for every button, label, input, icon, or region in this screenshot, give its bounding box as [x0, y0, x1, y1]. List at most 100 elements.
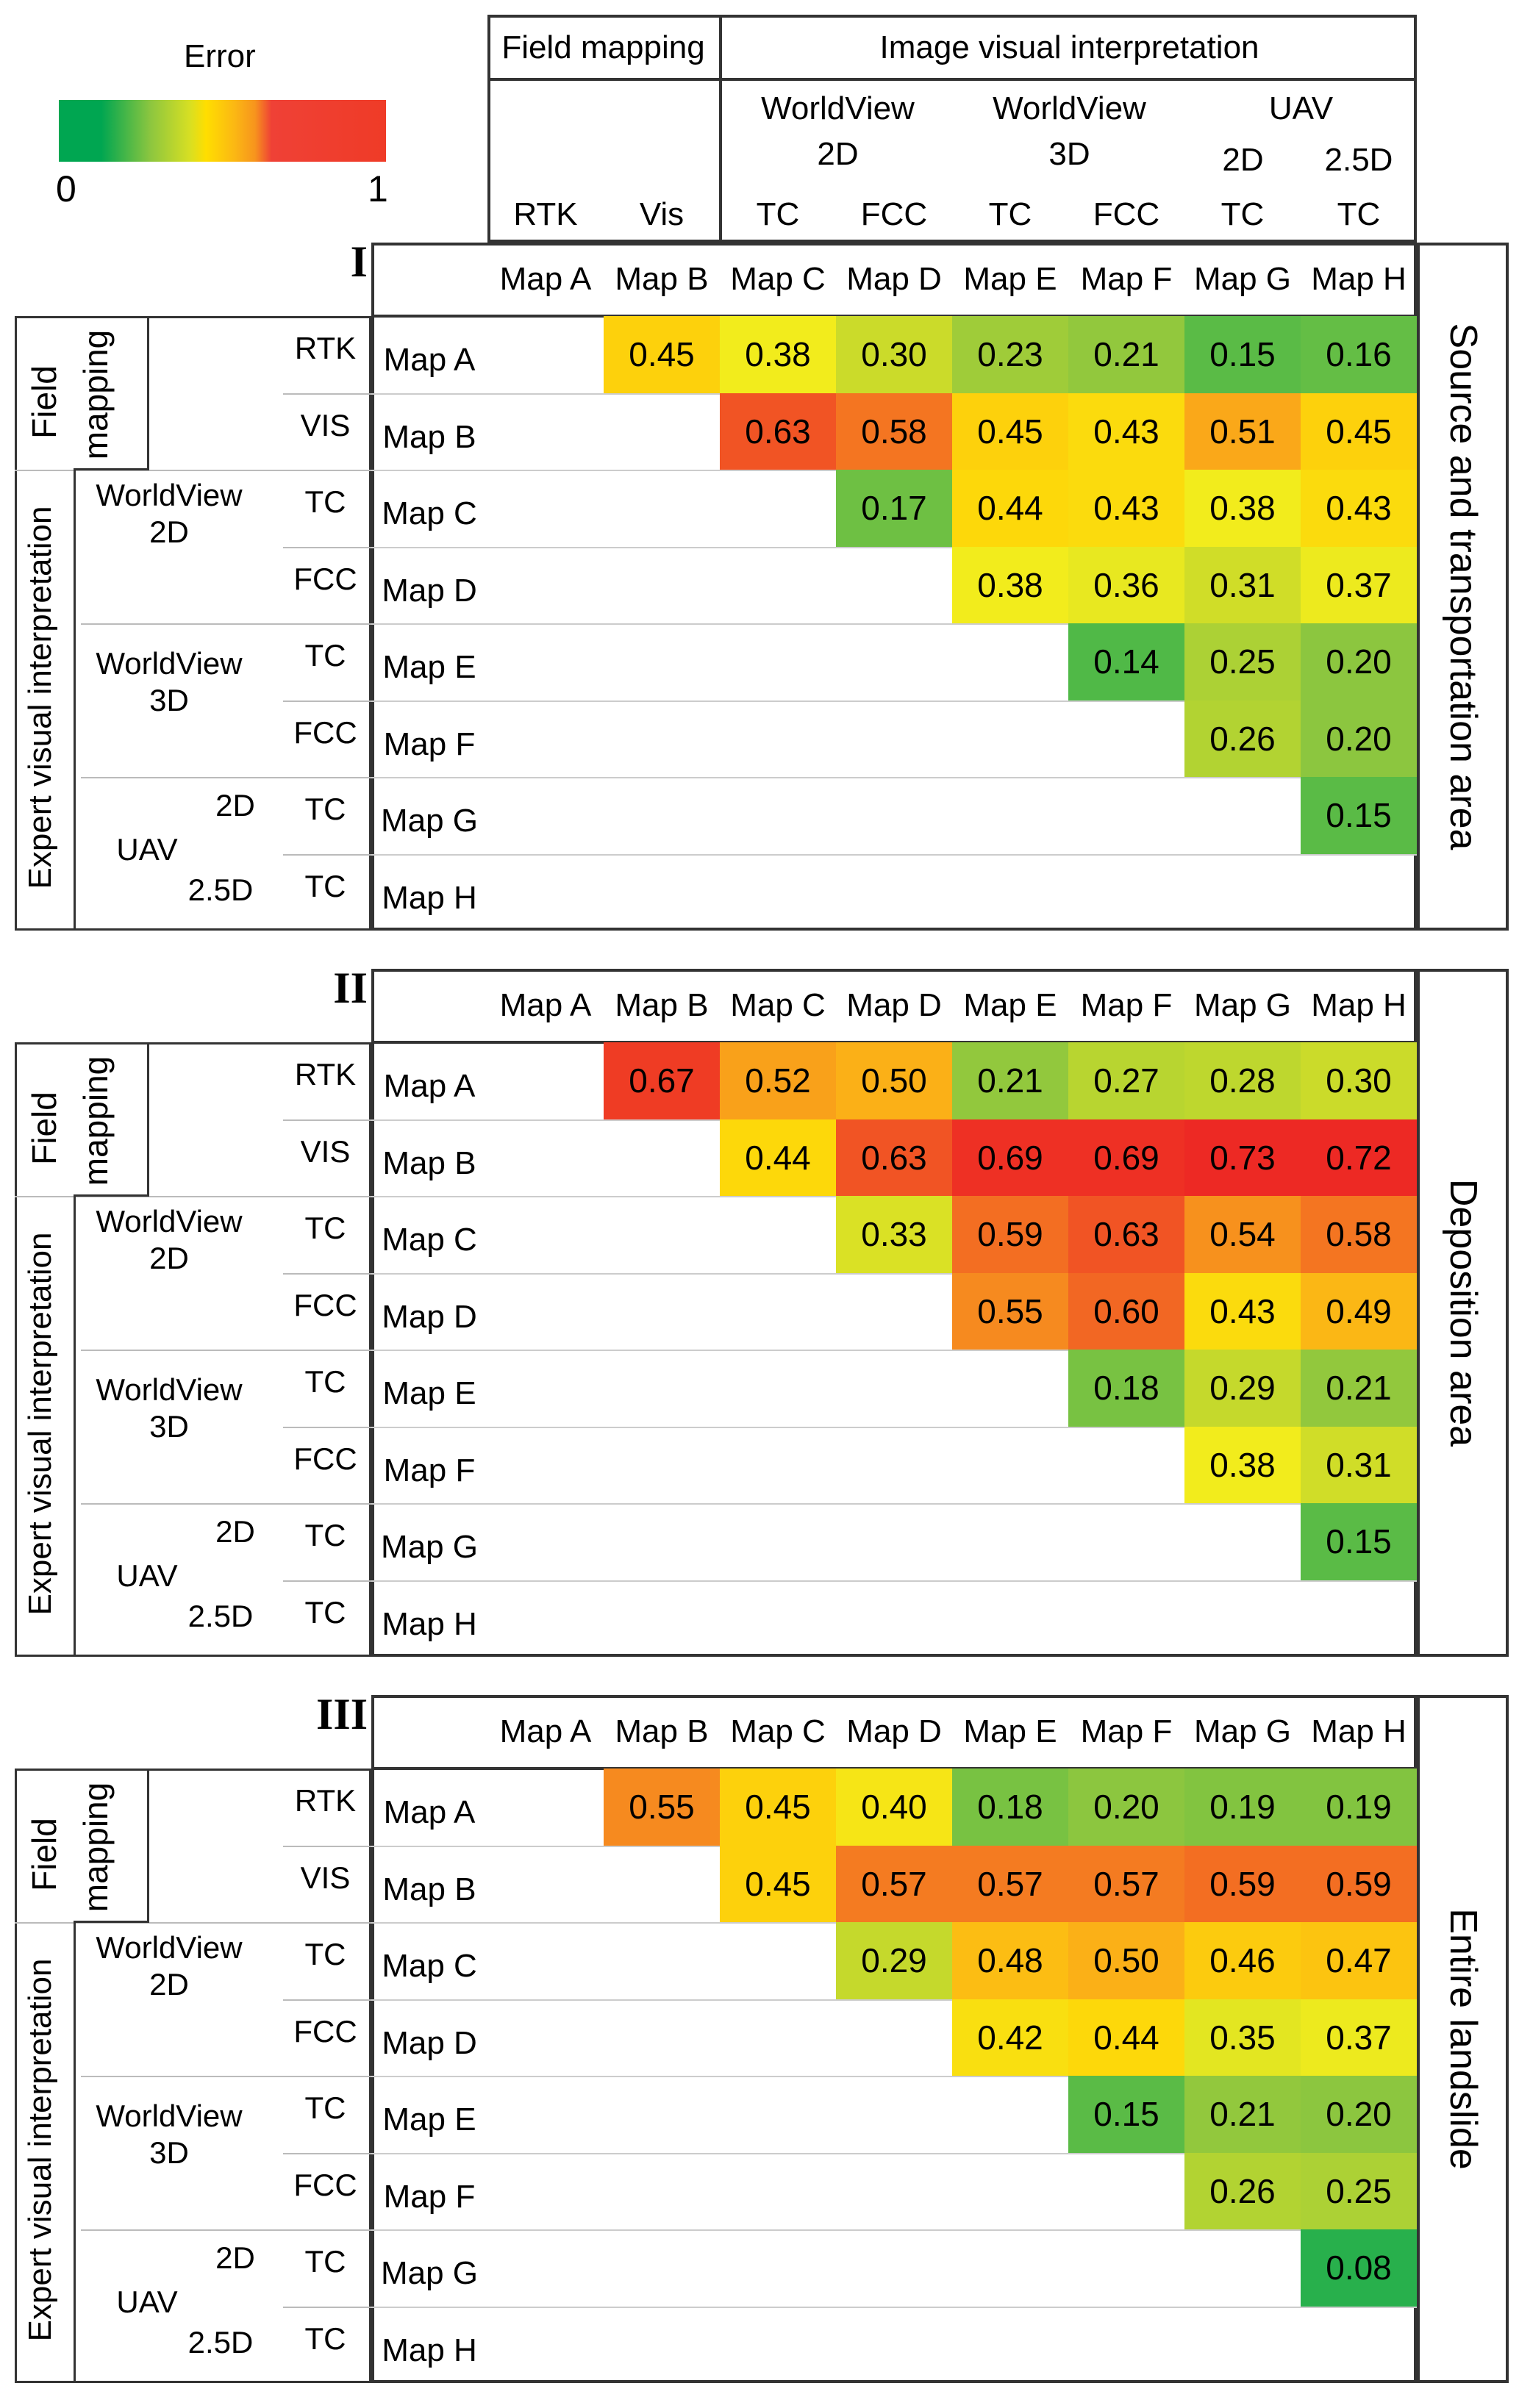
row-category-label: Map E [382, 1375, 476, 1412]
row-divider [371, 1999, 1417, 2001]
heatmap-cell: 0.25 [1301, 2152, 1417, 2229]
column-sub-uav-25d: 2.5D [1324, 142, 1393, 178]
heatmap-cell: 0.44 [952, 470, 1068, 547]
heatmap-cell: 0.63 [720, 393, 836, 470]
row-group-field-label: Field [25, 365, 63, 439]
row-sub-uav: UAV [116, 2285, 178, 2319]
heatmap-cell: 0.16 [1301, 316, 1417, 393]
row-method-label: TC [304, 1594, 346, 1630]
panel-numeral: III [316, 1690, 368, 1738]
heatmap-cell: 0.20 [1301, 700, 1417, 777]
heatmap-cell: 0.54 [1184, 1196, 1301, 1273]
row-divider [371, 623, 1417, 625]
row-sub-worldview2d-line2: 2D [149, 515, 189, 549]
row-header-subdivider [283, 1845, 371, 1847]
row-header-divider [81, 623, 371, 625]
column-sub-uav: UAV [1268, 90, 1334, 126]
column-category-label: Map B [615, 261, 709, 297]
heatmap-cell: 0.36 [1068, 546, 1184, 623]
row-category-label: Map F [383, 725, 476, 762]
row-header-divider [81, 1503, 371, 1505]
row-header-field-box-bottom [74, 1194, 149, 1197]
heatmap-cell: 0.38 [952, 546, 1068, 623]
column-sub-uav-2d: 2D [1222, 142, 1264, 178]
heatmap-cell: 0.55 [952, 1272, 1068, 1350]
heatmap-cell: 0.45 [952, 393, 1068, 470]
row-method-label: VIS [300, 1133, 351, 1169]
row-method-label: FCC [293, 1441, 357, 1476]
heatmap-cell: 0.59 [952, 1196, 1068, 1273]
column-category-label: Map G [1193, 1713, 1292, 1749]
row-method-label: FCC [293, 2167, 357, 2202]
row-method-label: TC [304, 1518, 346, 1553]
row-sub-worldview3d-line1: WorldView [96, 2099, 243, 2133]
row-divider [371, 1503, 1417, 1505]
row-method-label: RTK [294, 331, 357, 366]
row-divider [371, 853, 1417, 856]
legend-title: Error [184, 38, 256, 74]
row-sub-uav-25d: 2.5D [187, 1598, 254, 1633]
heatmap-cell: 0.26 [1184, 700, 1301, 777]
row-header-field-box-bottom [74, 1921, 149, 1923]
heatmap-cell: 0.29 [1184, 1350, 1301, 1427]
heatmap-cell: 0.45 [720, 1845, 836, 1922]
row-header-subdivider [283, 1999, 371, 2001]
heatmap-cell: 0.20 [1301, 623, 1417, 700]
heatmap-cell: 0.69 [1068, 1119, 1184, 1196]
row-category-label: Map E [382, 649, 476, 686]
row-sub-worldview3d-line2: 3D [149, 683, 189, 717]
row-divider [371, 1272, 1417, 1275]
heatmap-cell: 0.57 [1068, 1845, 1184, 1922]
row-method-label: TC [304, 638, 346, 673]
panel-title: Entire landslide [1442, 1908, 1484, 2170]
heatmap-cell: 0.31 [1301, 1426, 1417, 1503]
column-category-label: Map D [846, 261, 942, 297]
legend-colorbar [59, 100, 386, 162]
column-category-label: Map C [730, 1713, 826, 1749]
row-method-label: VIS [300, 407, 351, 442]
row-category-label: Map A [383, 342, 476, 379]
heatmap-cell: 0.45 [1301, 393, 1417, 470]
row-header-divider [15, 470, 371, 471]
row-header-field-box-bottom [74, 468, 149, 470]
heatmap-cell: 0.73 [1184, 1119, 1301, 1196]
column-category-label: Map G [1193, 987, 1292, 1023]
column-method-label: TC [756, 196, 800, 232]
row-header-divider [81, 2076, 371, 2077]
row-category-label: Map A [383, 1794, 476, 1831]
row-category-label: Map H [382, 879, 477, 916]
heatmap-cell: 0.51 [1184, 393, 1301, 470]
row-method-label: VIS [300, 1860, 351, 1895]
heatmap-cell: 0.37 [1301, 1999, 1417, 2076]
column-category-label: Map F [1080, 1713, 1173, 1749]
column-category-label: Map C [730, 261, 826, 297]
column-method-label: FCC [860, 196, 928, 232]
column-header-group-divider [719, 15, 722, 243]
heatmap-panel-II: II Map A Map B Map C Map D Map E Map F Map G Map… [0, 964, 1519, 1674]
row-sub-uav-2d: 2D [215, 2240, 255, 2275]
column-method-label: Vis [639, 196, 685, 232]
heatmap-cell: 0.59 [1301, 1845, 1417, 1922]
row-header-subdivider [283, 1272, 371, 1275]
legend-max-label: 1 [368, 168, 388, 209]
column-category-label: Map F [1080, 987, 1173, 1023]
row-sub-uav: UAV [116, 1558, 178, 1593]
row-method-label: TC [304, 2244, 346, 2279]
row-category-label: Map C [382, 495, 477, 532]
heatmap-cell: 0.27 [1068, 1042, 1184, 1119]
heatmap-cell: 0.28 [1184, 1042, 1301, 1119]
column-method-label: TC [988, 196, 1032, 232]
heatmap-panel-III: III Map A Map B Map C Map D Map E Map F Map G Ma… [0, 1690, 1519, 2401]
heatmap-cell: 0.15 [1068, 2076, 1184, 2153]
row-category-label: Map F [383, 1452, 476, 1488]
column-sub-worldview-2d-line1: WorldView [761, 90, 915, 126]
column-category-label: Map E [963, 261, 1057, 297]
row-header-field-box-right [147, 1042, 149, 1196]
row-method-label: FCC [293, 2013, 357, 2049]
row-category-label: Map B [382, 1144, 476, 1181]
row-sub-worldview3d-line1: WorldView [96, 646, 243, 681]
heatmap-panel-I: I Map A Map B Map C Map D Map E Map F Map G Map … [0, 237, 1519, 948]
row-header-subdivider [283, 546, 371, 548]
column-category-label: Map H [1311, 261, 1407, 297]
heatmap-cell: 0.20 [1301, 2076, 1417, 2153]
